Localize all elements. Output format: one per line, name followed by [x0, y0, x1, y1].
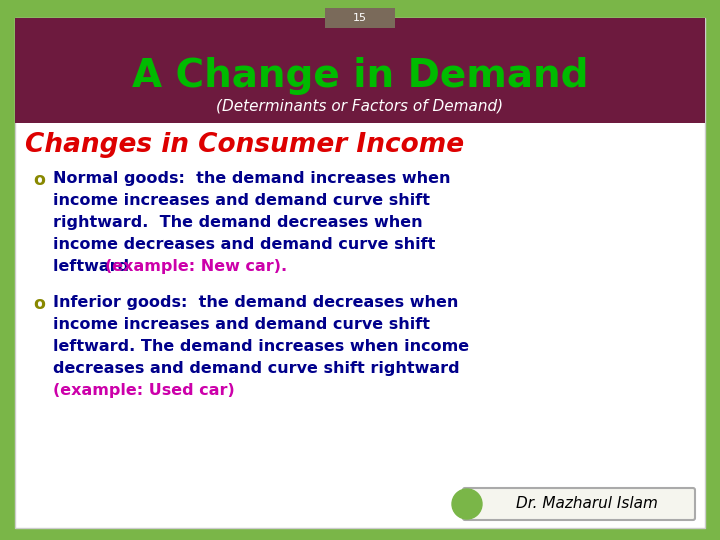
FancyBboxPatch shape	[15, 18, 705, 123]
Text: leftward: leftward	[53, 259, 135, 274]
Text: Inferior goods:  the demand decreases when: Inferior goods: the demand decreases whe…	[53, 295, 459, 310]
Text: 15: 15	[353, 13, 367, 23]
Text: o: o	[33, 171, 45, 189]
Text: rightward.  The demand decreases when: rightward. The demand decreases when	[53, 215, 423, 230]
FancyBboxPatch shape	[15, 18, 705, 528]
Text: income decreases and demand curve shift: income decreases and demand curve shift	[53, 237, 436, 252]
Text: (example: New car).: (example: New car).	[105, 259, 287, 274]
Text: income increases and demand curve shift: income increases and demand curve shift	[53, 193, 430, 208]
FancyBboxPatch shape	[325, 8, 395, 28]
Text: Normal goods:  the demand increases when: Normal goods: the demand increases when	[53, 171, 451, 186]
Text: Dr. Mazharul Islam: Dr. Mazharul Islam	[516, 496, 658, 511]
Text: o: o	[33, 295, 45, 313]
Text: Changes in Consumer Income: Changes in Consumer Income	[25, 132, 464, 158]
Circle shape	[452, 489, 482, 519]
Text: income increases and demand curve shift: income increases and demand curve shift	[53, 317, 430, 332]
FancyBboxPatch shape	[463, 488, 695, 520]
Text: (example: Used car): (example: Used car)	[53, 383, 235, 398]
Text: (Determinants or Factors of Demand): (Determinants or Factors of Demand)	[217, 98, 503, 113]
Text: A Change in Demand: A Change in Demand	[132, 57, 588, 95]
Text: decreases and demand curve shift rightward: decreases and demand curve shift rightwa…	[53, 361, 459, 376]
Text: leftward. The demand increases when income: leftward. The demand increases when inco…	[53, 339, 469, 354]
